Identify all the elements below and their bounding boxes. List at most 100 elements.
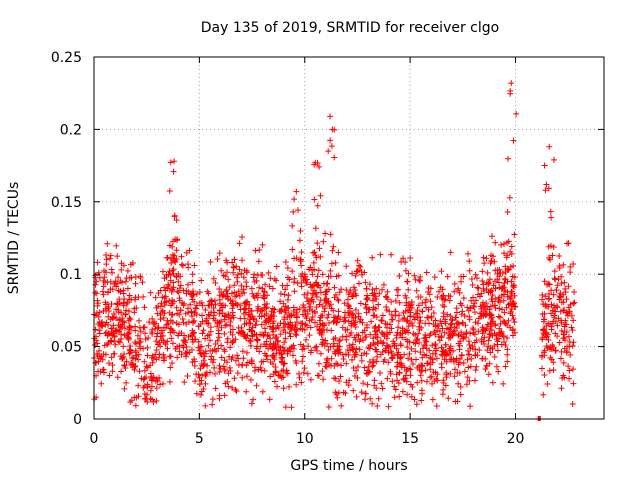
data-point (184, 372, 191, 379)
data-point (244, 359, 251, 366)
data-point (103, 252, 110, 259)
data-point (469, 281, 476, 288)
data-point (212, 385, 219, 392)
data-point (135, 382, 142, 389)
data-point (367, 395, 374, 402)
data-point (185, 261, 192, 268)
data-point (195, 338, 202, 345)
data-point (442, 318, 449, 325)
data-point (485, 281, 492, 288)
data-point (325, 320, 332, 327)
data-point (544, 281, 551, 288)
data-point (392, 312, 399, 319)
data-point (260, 332, 267, 339)
data-point (403, 378, 410, 385)
data-point (494, 347, 501, 354)
data-point (440, 313, 447, 320)
data-point (121, 361, 128, 368)
data-point (180, 342, 187, 349)
data-point (369, 400, 376, 407)
data-point (100, 277, 107, 284)
data-point (99, 288, 106, 295)
data-point (425, 288, 432, 295)
data-point (489, 298, 496, 305)
data-point (376, 290, 383, 297)
data-point (198, 299, 205, 306)
x-tick-label: 20 (507, 431, 525, 447)
data-point (179, 316, 186, 323)
data-point (468, 276, 475, 283)
data-point (120, 299, 127, 306)
data-point-spike (317, 192, 324, 199)
data-point (479, 278, 486, 285)
data-point (354, 363, 361, 370)
data-point (460, 335, 467, 342)
data-point (169, 311, 176, 318)
data-point (165, 283, 172, 290)
data-point (332, 375, 339, 382)
data-point (262, 281, 269, 288)
data-point (567, 263, 574, 270)
data-point (106, 255, 113, 262)
data-point (269, 353, 276, 360)
data-point (317, 350, 324, 357)
data-point (305, 343, 312, 350)
data-point (447, 313, 454, 320)
data-point (126, 274, 133, 281)
data-point (221, 392, 228, 399)
y-axis-label: SRMTID / TECUs (6, 182, 22, 295)
data-point (307, 281, 314, 288)
data-point (247, 338, 254, 345)
data-point (375, 301, 382, 308)
data-point (411, 272, 418, 279)
data-point (171, 252, 178, 259)
data-point (157, 381, 164, 388)
data-point (96, 353, 103, 360)
data-point (427, 330, 434, 337)
data-point (275, 337, 282, 344)
data-point (141, 382, 148, 389)
data-point (100, 369, 107, 376)
data-point (330, 314, 337, 321)
data-point (189, 271, 196, 278)
data-point (238, 270, 245, 277)
data-point (188, 346, 195, 353)
data-point (100, 366, 107, 373)
data-point (313, 254, 320, 261)
data-point (176, 285, 183, 292)
data-point (165, 281, 172, 288)
data-point (260, 294, 267, 301)
data-point (389, 354, 396, 361)
data-point (351, 373, 358, 380)
data-point (457, 384, 464, 391)
data-point (328, 327, 335, 334)
data-point (234, 274, 241, 281)
y-tick-label: 0.15 (51, 195, 82, 211)
data-point (199, 302, 206, 309)
data-point (248, 400, 255, 407)
data-point (124, 285, 131, 292)
data-point (405, 286, 412, 293)
data-point (468, 355, 475, 362)
data-point (169, 360, 176, 367)
data-point (488, 233, 495, 240)
data-point (100, 283, 107, 290)
data-point (383, 306, 390, 313)
data-point (361, 364, 368, 371)
data-point (317, 253, 324, 260)
data-point (216, 307, 223, 314)
data-point (428, 304, 435, 311)
data-point (455, 361, 462, 368)
data-point (218, 318, 225, 325)
data-point (315, 360, 322, 367)
data-point (390, 338, 397, 345)
data-point (189, 279, 196, 286)
data-point (287, 324, 294, 331)
data-point (274, 383, 281, 390)
data-point (490, 282, 497, 289)
data-point (391, 394, 398, 401)
data-point (197, 343, 204, 350)
data-point (568, 324, 575, 331)
data-point (219, 293, 226, 300)
data-point (397, 353, 404, 360)
